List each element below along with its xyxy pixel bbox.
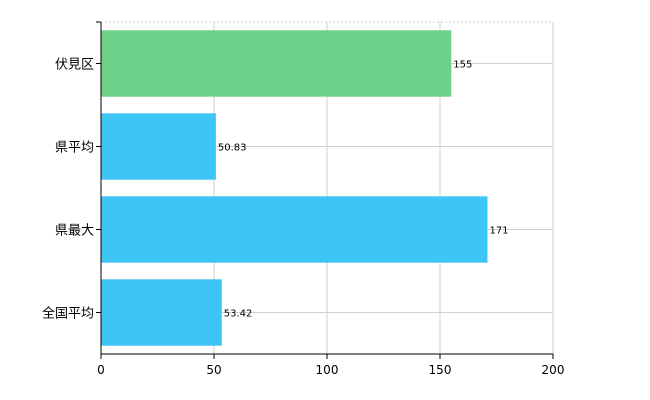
data-label: 53.42	[224, 309, 253, 320]
data-label: 50.83	[218, 143, 247, 154]
x-tick-label: 200	[542, 363, 565, 377]
bar[interactable]	[101, 113, 216, 180]
category-label: 県最大	[55, 224, 94, 239]
x-tick-label: 50	[206, 363, 221, 377]
category-label: 県平均	[55, 141, 94, 156]
x-tick-label: 0	[97, 363, 105, 377]
bars-group	[101, 30, 488, 346]
bar[interactable]	[101, 196, 488, 263]
category-label: 全国平均	[42, 306, 94, 322]
x-tick-label: 150	[429, 363, 452, 377]
x-tick-label: 100	[316, 363, 339, 377]
labels-group: 155 伏見区 50.83 県平均 171 県最大 53.42 全国平均 0 50 100 150 20…	[42, 58, 564, 378]
data-label: 171	[489, 226, 508, 237]
category-label: 伏見区	[55, 58, 94, 73]
data-label: 155	[453, 60, 472, 71]
bar[interactable]	[101, 30, 452, 97]
bar[interactable]	[101, 279, 222, 346]
axes-group	[96, 21, 554, 359]
